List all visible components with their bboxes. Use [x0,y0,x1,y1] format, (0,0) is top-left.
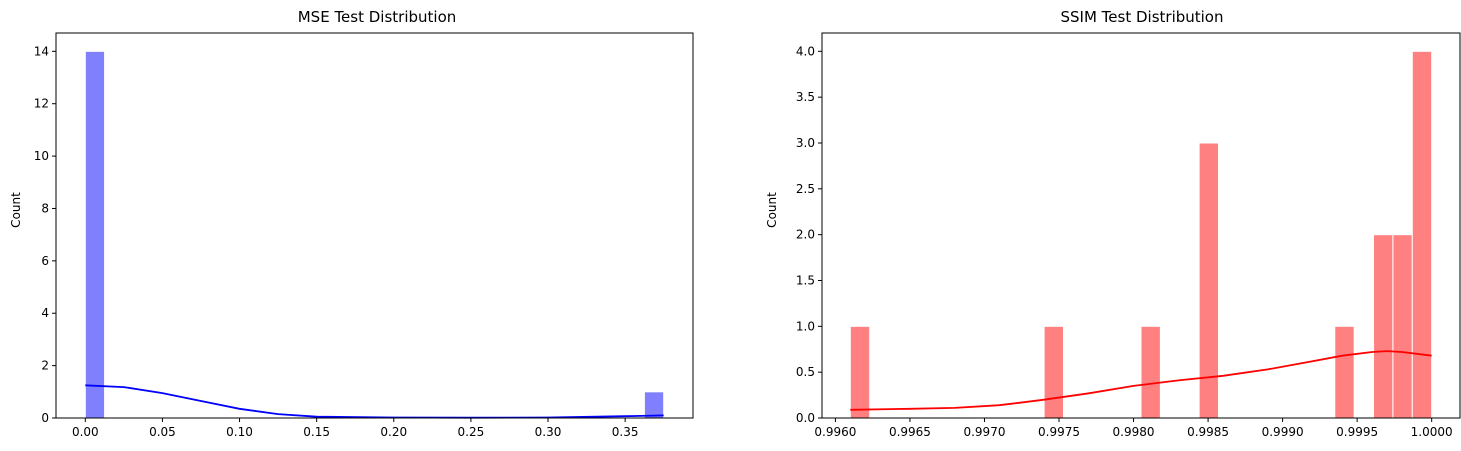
ssim-marks: 0.9960 0.9965 0.9970 0.9975 0.9980 0.9985 0.99… [796,44,1453,439]
ssim-bar-1 [1043,325,1064,419]
mse-y-axis-label: Count [9,192,23,228]
ssim-y-axis-label: Count [765,192,779,228]
ssim-y-tick-label: 4.0 [796,44,815,58]
mse-y-tick-label: 4 [41,306,49,320]
mse-kde-line [85,384,664,419]
mse-x-tick-label: 0.10 [226,425,253,439]
mse-x-tick-label: 0.35 [612,425,639,439]
mse-x-tick-label: 0.30 [535,425,562,439]
mse-x-tick-label: 0.25 [458,425,485,439]
ssim-y-tick-label: 0.5 [796,365,815,379]
ssim-x-tick-label: 0.9995 [1336,425,1378,439]
ssim-y-tick-label: 2.5 [796,182,815,196]
ssim-bar-4 [1334,325,1355,419]
ssim-x-tick-label: 0.9990 [1262,425,1304,439]
ssim-x-tick-label: 1.0000 [1411,425,1453,439]
mse-y-tick-label: 8 [41,201,49,215]
ssim-x-tick-label: 0.9985 [1187,425,1229,439]
mse-y-tick-label: 12 [34,97,49,111]
ssim-panel: SSIM Test Distribution Count 0.9960 0.996… [765,8,1461,439]
mse-y-tick-label: 10 [34,149,49,163]
ssim-x-tick-label: 0.9960 [814,425,856,439]
ssim-y-tick-label: 3.5 [796,90,815,104]
ssim-y-tick-label: 1.0 [796,319,815,333]
mse-axes-frame [55,32,694,419]
ssim-bar-7 [1411,50,1433,419]
mse-y-tick-label: 0 [41,411,49,425]
mse-chart-title: MSE Test Distribution [298,8,457,26]
ssim-bar-5 [1373,234,1394,419]
ssim-y-tick-label: 2.0 [796,228,815,242]
mse-panel: MSE Test Distribution Count 0.00 0.05 0.10… [9,8,694,439]
mse-x-tick-label: 0.05 [149,425,176,439]
mse-bar-1 [643,391,665,419]
ssim-kde-line [850,350,1432,411]
ssim-y-tick-label: 3.0 [796,136,815,150]
ssim-axes-frame [821,32,1461,419]
mse-y-tick-label: 6 [41,254,49,268]
ssim-x-tick-label: 0.9965 [889,425,931,439]
mse-x-tick-label: 0.00 [72,425,99,439]
ssim-y-tick-label: 0.0 [796,411,815,425]
ssim-x-tick-label: 0.9980 [1113,425,1155,439]
mse-bar-0 [84,50,106,419]
ssim-x-tick-label: 0.9970 [963,425,1005,439]
mse-marks: 0.00 0.05 0.10 0.15 0.20 0.25 0.30 0.35 0 2 4 6 8 10 1… [34,44,665,439]
mse-x-tick-label: 0.20 [380,425,407,439]
mse-y-tick-label: 14 [34,44,49,58]
ssim-bar-2 [1140,325,1161,419]
ssim-chart-title: SSIM Test Distribution [1061,8,1224,26]
ssim-x-tick-label: 0.9975 [1038,425,1080,439]
ssim-bar-0 [849,325,871,419]
ssim-bar-6 [1392,234,1413,419]
ssim-y-tick-label: 1.5 [796,274,815,288]
mse-x-tick-label: 0.15 [303,425,330,439]
mse-y-tick-label: 2 [41,359,49,373]
